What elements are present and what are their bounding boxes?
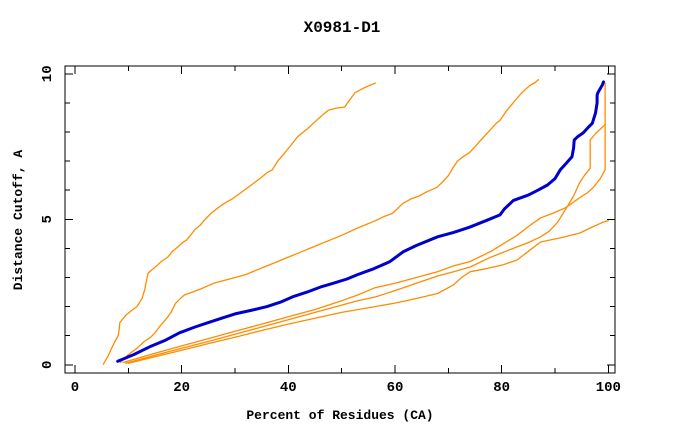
curve-series-group: [102, 78, 609, 365]
x-tick-label: 0: [71, 380, 79, 396]
series-orange-model-2: [119, 78, 540, 364]
series-orange-model-3: [125, 82, 606, 364]
y-tick-label: 5: [40, 215, 56, 223]
series-blue-model-highlighted: [116, 80, 605, 363]
series-orange-model-4: [122, 122, 606, 364]
series-orange-model-1: [102, 82, 376, 365]
series-orange-model-5: [127, 220, 609, 364]
x-tick-label: 20: [173, 380, 190, 396]
chart-title: X0981-D1: [304, 19, 381, 37]
axis-ticks-group: [65, 66, 615, 373]
x-tick-label: 40: [280, 380, 297, 396]
y-tick-label: 10: [40, 65, 56, 82]
x-tick-label: 60: [387, 380, 404, 396]
x-tick-label: 80: [493, 380, 510, 396]
x-axis-label: Percent of Residues (CA): [246, 408, 433, 423]
y-axis-label: Distance Cutoff, A: [11, 150, 26, 291]
x-tick-label: 100: [596, 380, 621, 396]
tick-labels-group: 0 20 40 60 80 100 0 5 10: [40, 65, 621, 396]
y-tick-label: 0: [40, 361, 56, 369]
